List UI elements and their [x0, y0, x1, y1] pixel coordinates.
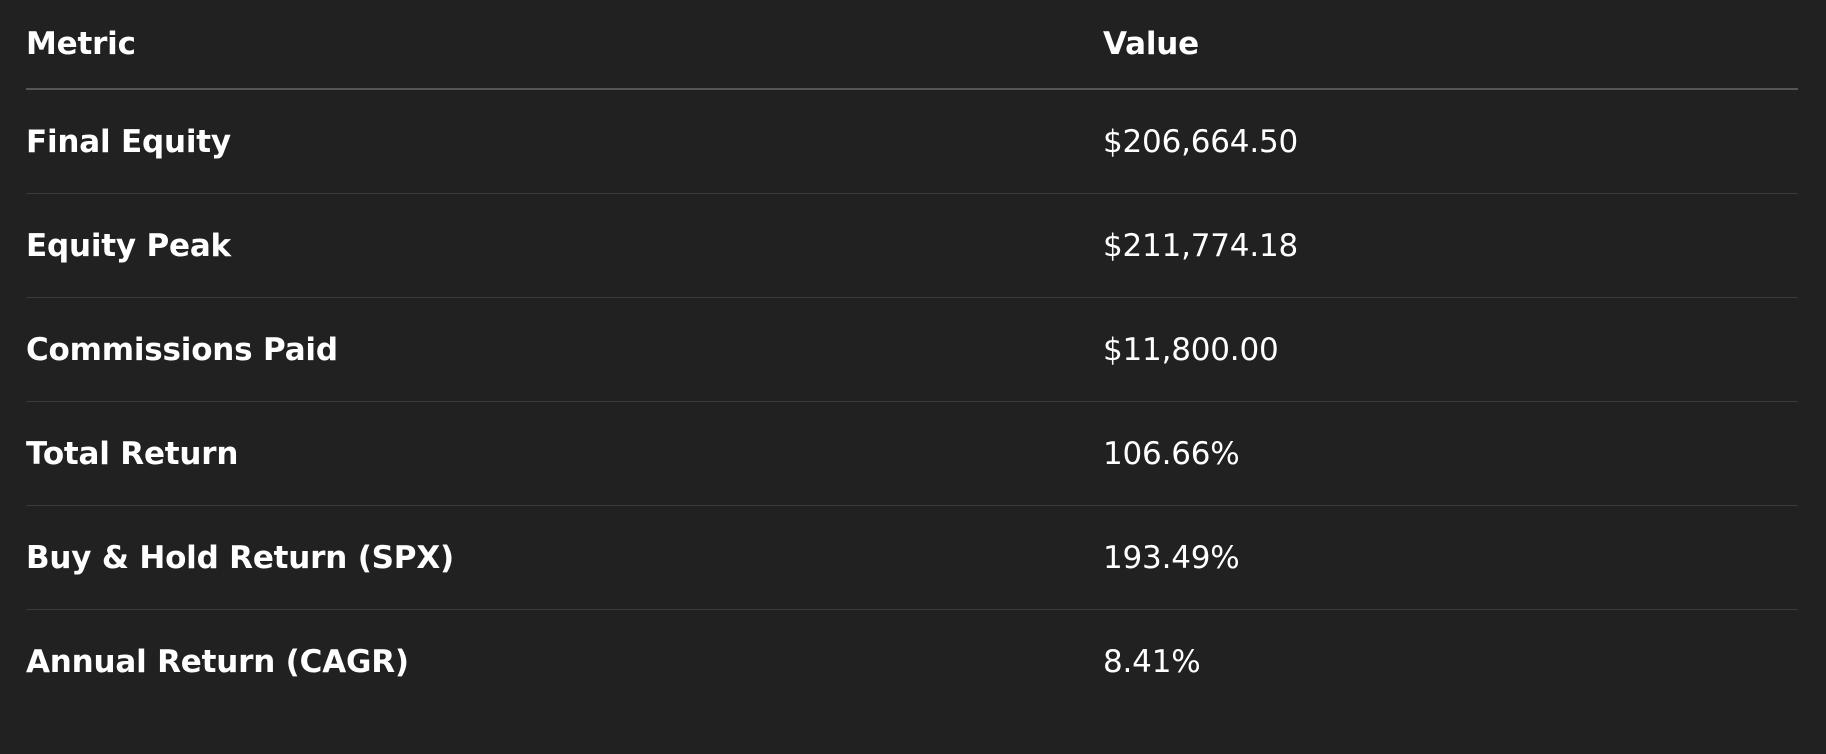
table-row: Final Equity $206,664.50 [26, 89, 1798, 194]
table-row: Annual Return (CAGR) 8.41% [26, 610, 1798, 714]
table-body: Final Equity $206,664.50 Equity Peak $21… [26, 89, 1798, 713]
metrics-table-container: Metric Value Final Equity $206,664.50 Eq… [26, 0, 1798, 713]
value-column-header: Value [1103, 0, 1798, 90]
table-row: Total Return 106.66% [26, 401, 1798, 506]
value-cell: $206,664.50 [1103, 89, 1798, 194]
metric-cell: Equity Peak [26, 193, 1103, 298]
metric-cell: Buy & Hold Return (SPX) [26, 505, 1103, 610]
metric-cell: Final Equity [26, 89, 1103, 194]
header-row: Metric Value [26, 0, 1798, 90]
value-cell: 193.49% [1103, 505, 1798, 610]
value-cell: $11,800.00 [1103, 297, 1798, 402]
table-row: Commissions Paid $11,800.00 [26, 297, 1798, 402]
value-cell: 8.41% [1103, 643, 1201, 680]
table-row: Equity Peak $211,774.18 [26, 193, 1798, 298]
metric-cell: Commissions Paid [26, 297, 1103, 402]
metric-cell: Total Return [26, 401, 1103, 506]
metrics-table: Metric Value Final Equity $206,664.50 Eq… [26, 0, 1798, 713]
table-header: Metric Value [26, 0, 1798, 90]
value-cell: 106.66% [1103, 401, 1798, 506]
metric-column-header: Metric [26, 0, 1103, 90]
value-cell: $211,774.18 [1103, 193, 1798, 298]
table-row: Buy & Hold Return (SPX) 193.49% [26, 505, 1798, 610]
metric-cell: Annual Return (CAGR) [26, 643, 409, 680]
